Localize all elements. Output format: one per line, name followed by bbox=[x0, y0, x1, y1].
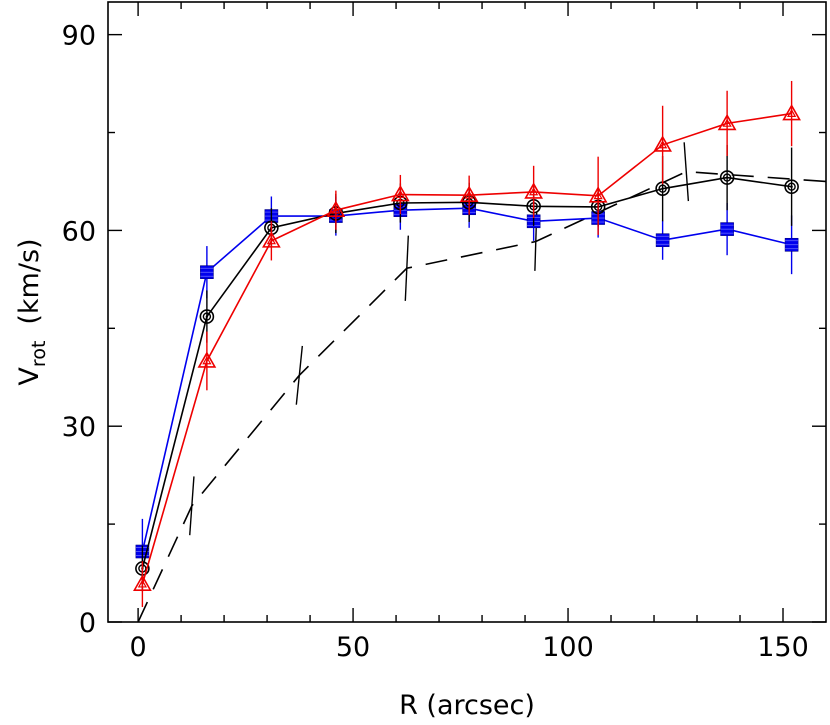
x-tick-label: 150 bbox=[757, 632, 809, 663]
series-square-solid bbox=[135, 188, 799, 585]
axes-layer bbox=[107, 1, 827, 623]
data-point-circle-dot bbox=[205, 315, 209, 318]
data-point-triangle bbox=[197, 351, 217, 368]
data-point-triangle bbox=[133, 574, 152, 591]
x-axis-label: R (arcsec) bbox=[399, 690, 535, 721]
series-none-dashed bbox=[137, 142, 827, 623]
data-point-circle bbox=[784, 179, 799, 194]
data-point-triangle bbox=[524, 182, 544, 199]
x-tick-label: 50 bbox=[336, 632, 370, 663]
error-bar bbox=[295, 345, 304, 405]
data-point-triangle bbox=[459, 185, 479, 202]
y-tick-label: 90 bbox=[62, 21, 96, 52]
error-bar bbox=[404, 235, 410, 301]
data-point-triangle bbox=[326, 200, 346, 217]
y-axis-label: Vrot (km/s) bbox=[14, 238, 50, 385]
svg-text:Vrot(km/s): Vrot (km/s) bbox=[14, 238, 50, 385]
series-line bbox=[137, 170, 827, 623]
data-point-triangle-inner bbox=[137, 579, 148, 588]
x-tick-label: 0 bbox=[130, 632, 147, 663]
y-axis-label-sub: rot bbox=[28, 341, 50, 367]
series-layer bbox=[133, 80, 827, 623]
data-point-circle-inner bbox=[202, 312, 212, 321]
data-point-circle-dot bbox=[790, 185, 793, 188]
plot-frame bbox=[107, 1, 827, 623]
data-point-triangle-inner bbox=[331, 205, 341, 214]
error-bar bbox=[683, 142, 690, 202]
y-axis-label-main: V bbox=[14, 367, 45, 386]
tick-layer: 0 50 100 150 0 30 60 90 bbox=[62, 2, 826, 663]
y-tick-label: 30 bbox=[62, 412, 96, 443]
data-point-circle-inner bbox=[787, 182, 796, 191]
x-tick-label: 100 bbox=[542, 632, 594, 663]
data-point-circle-dot bbox=[725, 176, 729, 179]
error-bar bbox=[189, 476, 195, 536]
data-point-circle bbox=[199, 309, 215, 324]
data-point-triangle bbox=[588, 186, 608, 203]
data-point-triangle-inner bbox=[593, 191, 603, 200]
data-point-triangle bbox=[390, 184, 410, 202]
y-tick-label: 60 bbox=[62, 216, 96, 247]
data-point-triangle-inner bbox=[786, 108, 797, 118]
y-tick-label: 0 bbox=[79, 608, 96, 639]
data-point-triangle bbox=[653, 135, 673, 152]
data-point-triangle-inner bbox=[722, 118, 732, 127]
data-point-circle-inner bbox=[722, 173, 732, 182]
series-triangle-solid bbox=[133, 80, 801, 607]
y-axis-label-unit: (km/s) bbox=[14, 238, 45, 324]
data-point-triangle-inner bbox=[202, 356, 212, 365]
data-point-triangle-inner bbox=[395, 189, 405, 198]
data-point-circle-inner bbox=[658, 184, 667, 193]
data-point-triangle-inner bbox=[266, 236, 277, 245]
data-point-triangle-inner bbox=[464, 190, 474, 199]
data-point-triangle bbox=[782, 103, 801, 121]
data-point-triangle bbox=[261, 231, 281, 248]
data-point-triangle bbox=[717, 113, 737, 131]
data-point-circle-dot bbox=[661, 187, 664, 190]
series-line bbox=[141, 207, 792, 552]
data-point-circle bbox=[719, 170, 735, 185]
data-point-triangle-inner bbox=[657, 140, 668, 149]
series-line bbox=[141, 176, 792, 569]
series-line bbox=[141, 112, 792, 585]
data-point-triangle-inner bbox=[529, 187, 539, 196]
